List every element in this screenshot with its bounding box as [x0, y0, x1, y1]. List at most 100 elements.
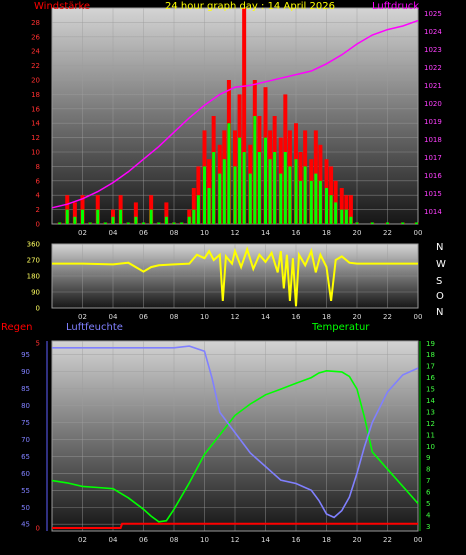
temperature-tick-label: 6	[426, 489, 431, 497]
temperature-tick-label: 10	[426, 443, 435, 451]
wind-avg-bar	[257, 152, 261, 224]
direction-time-axis: 02 04 06 08 10 12 14 16 18 20 22 00	[78, 313, 422, 321]
x-tick-label: 06	[139, 229, 148, 237]
wind-avg-bar	[303, 166, 307, 224]
wind-avg-bar	[207, 188, 211, 224]
wind-avg-bar	[157, 222, 161, 224]
x-tick-label: 04	[109, 313, 118, 321]
rain-tick-label: 0	[36, 525, 40, 533]
wind-avg-bar	[264, 137, 267, 224]
wind-avg-bar	[283, 152, 287, 224]
pressure-tick-label: 1015	[424, 190, 442, 198]
x-tick-label: 16	[292, 536, 301, 544]
temperature-tick-label: 14	[426, 397, 435, 405]
temperature-tick-label: 18	[426, 351, 435, 359]
wind-avg-bar	[142, 222, 145, 224]
x-tick-label: 12	[231, 313, 240, 321]
wind-avg-bar	[344, 209, 348, 224]
x-tick-label: 10	[200, 536, 209, 544]
compass-label-n-top: N	[436, 242, 443, 253]
wind-avg-bar	[273, 152, 277, 224]
x-tick-label: 12	[231, 536, 240, 544]
wind-avg-bar	[180, 222, 184, 224]
wind-avg-bar	[88, 222, 92, 224]
x-tick-label: 18	[322, 229, 331, 237]
temperature-line	[51, 369, 419, 523]
compass-label-w: W	[436, 259, 446, 270]
wind-avg-bar	[340, 209, 344, 224]
wind-direction-line	[52, 246, 418, 307]
x-tick-label: 08	[170, 229, 179, 237]
humidity-tick-label: 75	[21, 419, 30, 427]
wind-avg-bar	[192, 209, 196, 224]
temperature-tick-label: 5	[426, 500, 430, 508]
luftfeuchte-label: Luftfeuchte	[66, 322, 123, 333]
x-tick-label: 04	[109, 536, 118, 544]
wind-avg-bar	[187, 216, 191, 224]
wind-tick-label: 14	[31, 120, 40, 128]
x-tick-label: 14	[261, 536, 270, 544]
direction-gridlines	[52, 243, 419, 309]
wind-avg-bar	[227, 123, 231, 224]
x-tick-label: 18	[322, 313, 331, 321]
wind-gust-bar	[72, 202, 77, 224]
pressure-tick-label: 1014	[424, 208, 442, 216]
pressure-tick-label: 1020	[424, 100, 442, 108]
humidity-line	[52, 345, 419, 519]
wind-avg-bar	[238, 137, 242, 224]
direction-tick-label: 270	[27, 257, 40, 265]
x-tick-label: 02	[78, 313, 87, 321]
pressure-tick-label: 1018	[424, 136, 442, 144]
wind-avg-bar	[126, 222, 130, 224]
temperature-tick-label: 13	[426, 408, 435, 416]
wind-gust-bar	[191, 188, 196, 224]
wind-avg-bar	[196, 195, 200, 224]
x-tick-label: 14	[261, 229, 270, 237]
wind-avg-bar	[172, 222, 176, 224]
rain-line	[52, 522, 418, 529]
wind-gust-bar	[133, 202, 138, 224]
wind-avg-bar	[212, 152, 216, 224]
humidity-tick-label: 80	[21, 402, 30, 410]
pressure-axis: 1014 1015 1016 1017 1018 1019 1020 1021 1022 1023…	[424, 10, 442, 216]
wind-tick-label: 16	[31, 105, 40, 113]
wind-avg-bar	[329, 195, 333, 224]
humidity-axis: 45 50 55 60 65 70 75 80 85 90 95	[21, 351, 30, 529]
wind-avg-bar	[349, 216, 353, 224]
compass-label-n-bottom: N	[436, 307, 443, 318]
x-tick-label: 10	[200, 229, 209, 237]
x-tick-label: 12	[231, 229, 240, 237]
direction-tick-label: 90	[31, 289, 40, 297]
temperature-tick-label: 4	[426, 511, 431, 519]
wind-tick-label: 28	[31, 19, 40, 27]
wind-tick-label: 22	[31, 62, 40, 70]
humidity-tick-label: 60	[21, 470, 30, 478]
x-tick-label: 06	[139, 313, 148, 321]
pressure-tick-label: 1025	[424, 10, 442, 18]
wind-tick-label: 4	[36, 192, 41, 200]
wind-avg-bar	[288, 166, 292, 224]
humidity-tick-label: 65	[21, 453, 30, 461]
wind-avg-bar	[355, 222, 359, 224]
wind-avg-bar	[386, 222, 389, 224]
graph-title: 24 hour graph day : 14 April 2026	[165, 1, 335, 12]
wind-avg-bar	[233, 166, 237, 224]
pressure-tick-label: 1022	[424, 64, 442, 72]
humidity-tick-label: 70	[21, 436, 30, 444]
wind-gust-bar	[339, 188, 344, 224]
wind-avg-bar	[294, 159, 298, 224]
wind-avg-bar	[248, 173, 252, 224]
temperature-tick-label: 17	[426, 363, 435, 371]
x-tick-label: 22	[383, 229, 392, 237]
wind-avg-bar	[318, 180, 322, 224]
temperatur-label: Temperatur	[311, 322, 370, 333]
x-tick-label: 00	[414, 229, 423, 237]
temperature-axis: 3 4 5 6 7 8 9 10 11 12 13 14 15 16 17 18 19	[426, 340, 435, 531]
wind-avg-bar	[242, 152, 246, 224]
temperature-tick-label: 9	[426, 454, 430, 462]
wind-tick-label: 12	[31, 134, 40, 142]
